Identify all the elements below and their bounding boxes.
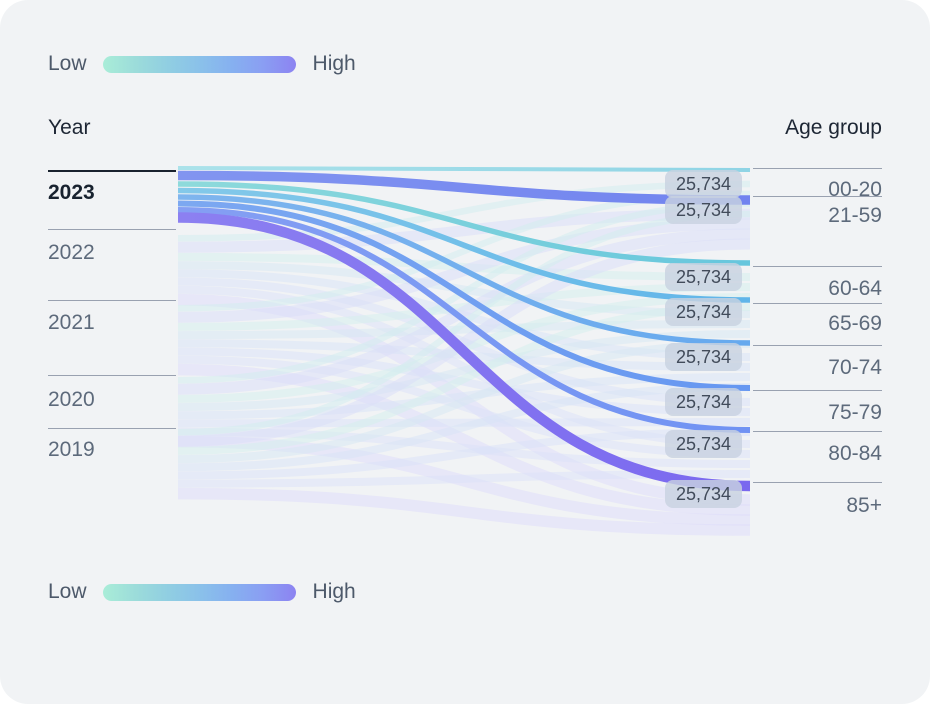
age-group-label-65-69: 65-69	[828, 312, 882, 335]
age-group-label-85+: 85+	[846, 494, 882, 517]
age-group-axis-title: Age group	[785, 116, 882, 139]
age-group-label-21-59: 21-59	[828, 204, 882, 227]
flow-value-chip-21-59: 25,734	[664, 196, 742, 224]
highlighted-flows	[177, 166, 751, 492]
flow-85+[interactable]	[177, 212, 751, 492]
flow-60-64[interactable]	[177, 181, 751, 266]
flow-value-chip-75-79: 25,734	[664, 388, 742, 416]
flow-00-20[interactable]	[177, 166, 751, 172]
year-tick-2021	[48, 300, 176, 301]
flow-75-79[interactable]	[177, 200, 751, 391]
background-flow	[177, 238, 751, 447]
age-tick-60-64	[753, 266, 882, 267]
flow-80-84[interactable]	[177, 207, 751, 433]
flow-value-chip-85+: 25,734	[664, 480, 742, 508]
legend-low-label: Low	[48, 580, 87, 603]
background-flow	[177, 200, 751, 384]
age-tick-21-59	[753, 196, 882, 197]
age-group-label-60-64: 60-64	[828, 277, 882, 300]
age-group-label-75-79: 75-79	[828, 401, 882, 424]
background-flow	[177, 355, 751, 458]
flow-65-69[interactable]	[177, 187, 751, 303]
age-tick-70-74	[753, 345, 882, 346]
age-group-label-70-74: 70-74	[828, 356, 882, 379]
background-flow	[177, 383, 751, 472]
flow-70-74[interactable]	[177, 194, 751, 346]
age-group-label-80-84: 80-84	[828, 442, 882, 465]
legend-high-label: High	[312, 580, 356, 603]
year-item-2020[interactable]: 2020	[48, 388, 95, 411]
age-tick-80-84	[753, 431, 882, 432]
color-legend-top: Low High	[48, 51, 356, 77]
year-tick-2020	[48, 375, 176, 376]
age-tick-85+	[753, 482, 882, 483]
year-tick-2023	[48, 170, 176, 172]
background-flow	[177, 330, 751, 412]
flow-value-chip-65-69: 25,734	[664, 298, 742, 326]
age-tick-75-79	[753, 390, 882, 391]
background-flow	[177, 320, 751, 340]
flow-value-chip-70-74: 25,734	[664, 343, 742, 371]
background-flows	[177, 180, 751, 536]
year-item-2022[interactable]: 2022	[48, 241, 95, 264]
age-tick-00-20	[753, 168, 882, 169]
legend-gradient-bar	[102, 583, 296, 601]
year-axis-title: Year	[48, 116, 91, 139]
flow-value-chip-00-20: 25,734	[664, 170, 742, 198]
background-flow	[177, 228, 751, 395]
legend-high-label: High	[312, 52, 356, 75]
flow-value-chip-80-84: 25,734	[664, 430, 742, 458]
year-item-2019[interactable]: 2019	[48, 438, 95, 461]
legend-gradient-bar	[102, 55, 296, 73]
year-tick-2022	[48, 229, 176, 230]
background-flow	[177, 428, 751, 480]
age-tick-65-69	[753, 303, 882, 304]
year-tick-2019	[48, 428, 176, 429]
background-flow	[177, 340, 751, 464]
flow-value-chip-60-64: 25,734	[664, 263, 742, 291]
year-item-2021[interactable]: 2021	[48, 311, 95, 334]
flow-21-59[interactable]	[177, 170, 751, 205]
color-legend-bottom: Low High	[48, 579, 356, 605]
year-item-2023[interactable]: 2023	[48, 181, 95, 204]
background-flow	[177, 303, 751, 455]
age-group-label-00-20: 00-20	[828, 178, 882, 201]
legend-low-label: Low	[48, 52, 87, 75]
background-flow	[177, 487, 751, 536]
